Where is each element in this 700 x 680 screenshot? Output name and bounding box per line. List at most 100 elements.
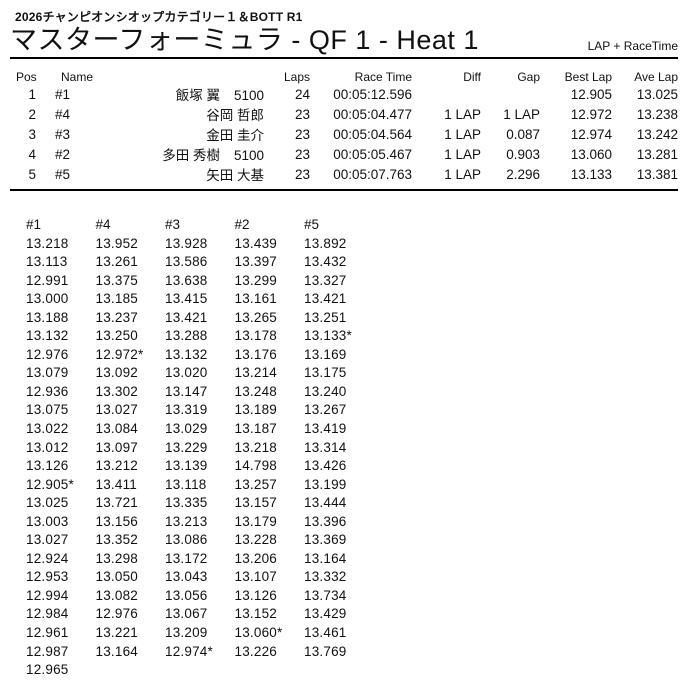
diff-value bbox=[412, 84, 481, 104]
lap-time: 13.426 bbox=[304, 458, 347, 474]
lap-time: 13.118 bbox=[165, 476, 207, 492]
lap-time: 13.251 bbox=[304, 309, 347, 325]
lap-time: 13.734 bbox=[304, 587, 347, 603]
lap-time: 13.586 bbox=[165, 254, 208, 270]
lap-time: 13.369 bbox=[304, 532, 347, 548]
lap-time: 12.953 bbox=[26, 569, 69, 585]
lap-time: 13.213 bbox=[165, 513, 208, 529]
lap-time: 13.060* bbox=[234, 624, 283, 640]
lap-time: 13.302 bbox=[95, 383, 138, 399]
result-row: 4 #2 多田 秀樹 5100 23 00:05:05.467 1 LAP 0.903 13.0… bbox=[10, 144, 678, 164]
lap-time: 13.075 bbox=[26, 402, 69, 418]
lap-time: 13.172 bbox=[165, 550, 208, 566]
lap-time: 13.050 bbox=[95, 569, 138, 585]
lap-time: 13.126 bbox=[234, 587, 277, 603]
driver-name-text: 飯塚 翼 bbox=[175, 88, 220, 103]
lap-time: 13.221 bbox=[95, 624, 138, 640]
lap-time: 13.132 bbox=[26, 328, 69, 344]
lap-time: 13.107 bbox=[234, 569, 277, 585]
lap-time: 13.444 bbox=[304, 495, 347, 511]
lap-time: 13.022 bbox=[26, 420, 69, 436]
lap-time: 12.974* bbox=[165, 643, 213, 659]
ave-lap: 13.381 bbox=[636, 166, 679, 182]
lap-time: 13.952 bbox=[95, 235, 138, 251]
entry-number: 5100 bbox=[233, 148, 265, 163]
ave-lap: 13.238 bbox=[636, 106, 679, 122]
result-position: 5 bbox=[28, 166, 36, 182]
gap-value bbox=[481, 84, 540, 104]
lap-time: 13.147 bbox=[165, 383, 208, 399]
lap-time: 13.003 bbox=[26, 513, 69, 529]
lap-time: 13.164 bbox=[95, 643, 138, 659]
lap-time: 13.214 bbox=[234, 365, 277, 381]
lap-time: 12.936 bbox=[26, 383, 69, 399]
diff-value: 1 LAP bbox=[444, 166, 482, 182]
lap-time: 13.250 bbox=[95, 328, 138, 344]
lap-time: 13.226 bbox=[234, 643, 277, 659]
lap-time: 13.084 bbox=[95, 420, 138, 436]
lap-time: 12.976 bbox=[26, 346, 69, 362]
lap-time: 13.000 bbox=[26, 291, 69, 307]
lap-time: 12.924 bbox=[26, 550, 69, 566]
lap-time: 13.229 bbox=[165, 439, 208, 455]
lap-time: 13.176 bbox=[234, 346, 277, 362]
lap-time: 12.987 bbox=[26, 643, 69, 659]
lap-time: 13.638 bbox=[165, 272, 208, 288]
lap-time: 13.133* bbox=[304, 328, 352, 344]
driver-name: 飯塚 翼 5100 bbox=[70, 84, 264, 104]
lap-column: #2 13.439 13.397 13.299 13.161 13.265 13.178 13… bbox=[235, 216, 305, 680]
driver-name-text: 多田 秀樹 bbox=[162, 148, 220, 163]
laps-count: 23 bbox=[294, 126, 311, 142]
lap-time: 13.175 bbox=[304, 365, 347, 381]
lap-column-car: #1 bbox=[26, 217, 42, 232]
car-number: #2 bbox=[54, 146, 70, 162]
lap-time: 14.798 bbox=[234, 458, 277, 474]
ave-lap: 13.242 bbox=[636, 126, 679, 142]
lap-time: 13.212 bbox=[95, 458, 138, 474]
car-number: #4 bbox=[54, 106, 70, 122]
lap-time: 13.164 bbox=[304, 550, 347, 566]
lap-time: 13.327 bbox=[304, 272, 347, 288]
lap-time: 13.027 bbox=[95, 402, 138, 418]
lap-time: 13.113 bbox=[26, 254, 68, 270]
result-row: 5 #5 矢田 大基 23 00:05:07.763 1 LAP 2.296 13.133 13… bbox=[10, 164, 678, 184]
lap-column: #4 13.952 13.261 13.375 13.185 13.237 13.250 12… bbox=[96, 216, 166, 680]
best-lap: 13.133 bbox=[570, 166, 613, 182]
car-number: #1 bbox=[54, 86, 70, 102]
best-lap: 12.972 bbox=[570, 106, 613, 122]
lap-time: 13.161 bbox=[234, 291, 277, 307]
gap-value: 2.296 bbox=[506, 166, 541, 182]
lap-time: 13.012 bbox=[26, 439, 69, 455]
entry-number: 5100 bbox=[233, 88, 265, 103]
lap-time: 13.298 bbox=[95, 550, 138, 566]
lap-time: 13.892 bbox=[304, 235, 347, 251]
lap-time: 13.419 bbox=[304, 420, 347, 436]
lap-column-car: #3 bbox=[165, 217, 181, 232]
diff-value: 1 LAP bbox=[444, 126, 482, 142]
timing-mode-label: LAP + RaceTime bbox=[587, 39, 678, 53]
results-divider bbox=[10, 189, 678, 191]
header-divider bbox=[10, 57, 678, 59]
lap-time: 13.721 bbox=[95, 495, 138, 511]
driver-name: 矢田 大基 bbox=[70, 164, 264, 184]
lap-time: 13.411 bbox=[95, 476, 137, 492]
title-row: マスターフォーミュラ - QF 1 - Heat 1 LAP + RaceTim… bbox=[10, 25, 678, 55]
lap-time: 13.029 bbox=[165, 420, 208, 436]
best-lap: 12.905 bbox=[570, 86, 613, 102]
laps-count: 23 bbox=[294, 166, 311, 182]
lap-column-car: #4 bbox=[95, 217, 111, 232]
lap-time: 13.335 bbox=[165, 495, 208, 511]
lap-time: 13.461 bbox=[304, 624, 347, 640]
lap-time: 13.189 bbox=[234, 402, 277, 418]
lap-time: 13.027 bbox=[26, 532, 69, 548]
lap-time: 13.218 bbox=[26, 235, 69, 251]
lap-time: 13.188 bbox=[26, 309, 69, 325]
lap-time: 13.086 bbox=[165, 532, 208, 548]
result-position: 1 bbox=[28, 86, 36, 102]
race-time: 00:05:04.564 bbox=[333, 126, 413, 142]
col-header-gap: Gap bbox=[517, 70, 541, 84]
lap-time: 13.020 bbox=[165, 365, 208, 381]
results-body: 1 #1 飯塚 翼 5100 24 00:05:12.596 12.905 13.025 2 #4… bbox=[10, 84, 678, 184]
result-row: 1 #1 飯塚 翼 5100 24 00:05:12.596 12.905 13.025 bbox=[10, 84, 678, 104]
diff-value: 1 LAP bbox=[444, 146, 482, 162]
